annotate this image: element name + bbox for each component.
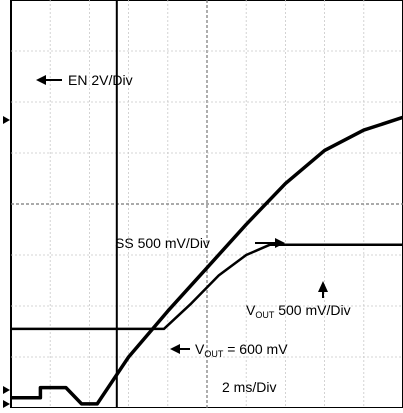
trace-ss — [11, 115, 403, 406]
en-ground-marker — [3, 116, 10, 124]
en-label: EN 2V/Div — [68, 72, 133, 88]
vout-arrow-head — [318, 281, 328, 292]
time-scale-label: 2 ms/Div — [222, 379, 276, 395]
trace-vout — [11, 243, 403, 331]
vout-ground-marker — [3, 386, 10, 394]
ss-label: SS 500 mV/Div — [115, 235, 210, 251]
en-arrow-head — [36, 75, 46, 85]
vout-label: VOUT 500 mV/Div — [246, 302, 351, 320]
vth-label: VOUT = 600 mV — [195, 341, 288, 359]
ss-ground-marker — [3, 400, 10, 408]
vth-arrow-head — [170, 344, 180, 354]
ss-arrow-head — [275, 238, 285, 248]
grid — [11, 0, 403, 408]
